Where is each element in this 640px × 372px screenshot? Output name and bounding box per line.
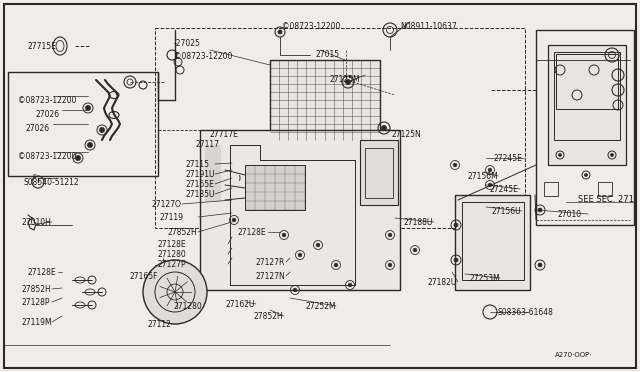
Text: 27127P: 27127P: [158, 260, 187, 269]
Bar: [205, 145, 220, 200]
Bar: [455, 195, 530, 290]
Bar: [155, 28, 525, 228]
Circle shape: [316, 243, 320, 247]
Bar: [598, 182, 612, 196]
Text: 27191U: 27191U: [185, 170, 214, 179]
Circle shape: [278, 30, 282, 34]
Text: 27128E: 27128E: [28, 268, 56, 277]
Circle shape: [293, 288, 297, 292]
Text: S08363-61648: S08363-61648: [498, 308, 554, 317]
Text: 27128E: 27128E: [238, 228, 267, 237]
Circle shape: [488, 183, 492, 187]
Text: 27127R: 27127R: [256, 258, 285, 267]
Bar: [155, 265, 180, 283]
Text: 27182U: 27182U: [428, 278, 458, 287]
Text: 271280: 271280: [158, 250, 187, 259]
Bar: [536, 30, 634, 225]
Text: ©08723-12200: ©08723-12200: [18, 96, 76, 105]
Circle shape: [76, 155, 81, 160]
Circle shape: [388, 263, 392, 267]
Text: 27010: 27010: [558, 210, 582, 219]
Text: 27156U: 27156U: [492, 207, 522, 216]
Bar: [462, 202, 524, 280]
Text: 27128E: 27128E: [158, 240, 187, 249]
Circle shape: [413, 248, 417, 252]
Bar: [556, 54, 618, 109]
Bar: [8, 72, 158, 176]
Text: 27127N: 27127N: [256, 272, 285, 281]
Text: 27117: 27117: [196, 140, 220, 149]
Polygon shape: [205, 145, 220, 200]
Text: 27852H: 27852H: [168, 228, 198, 237]
Text: 27119: 27119: [160, 213, 184, 222]
Text: 27128P: 27128P: [22, 298, 51, 307]
Circle shape: [348, 283, 352, 287]
Text: ©08723-12200: ©08723-12200: [174, 52, 232, 61]
Circle shape: [282, 233, 286, 237]
Bar: [365, 148, 393, 198]
Bar: [245, 165, 305, 210]
Circle shape: [88, 142, 93, 148]
Text: 27245E: 27245E: [494, 154, 523, 163]
Text: 27015: 27015: [316, 50, 340, 59]
Circle shape: [453, 163, 457, 167]
Circle shape: [454, 223, 458, 227]
Text: 27112: 27112: [148, 320, 172, 329]
Text: 27119M: 27119M: [22, 318, 52, 327]
Circle shape: [559, 154, 561, 157]
Circle shape: [334, 263, 338, 267]
Text: 27715E: 27715E: [28, 42, 57, 51]
Text: 27252M: 27252M: [306, 302, 337, 311]
Circle shape: [298, 253, 302, 257]
Text: 27717E: 27717E: [210, 130, 239, 139]
Circle shape: [232, 218, 236, 222]
Text: ©08723-12200: ©08723-12200: [18, 152, 76, 161]
Bar: [270, 60, 380, 140]
Text: N08911-10637: N08911-10637: [400, 22, 457, 31]
Circle shape: [346, 80, 351, 84]
Text: 27253M: 27253M: [470, 274, 500, 283]
Text: -27025: -27025: [174, 39, 201, 48]
Text: 27245E: 27245E: [490, 185, 519, 194]
Circle shape: [488, 168, 492, 172]
Circle shape: [584, 173, 588, 176]
Circle shape: [381, 125, 387, 131]
Text: 27852H: 27852H: [22, 285, 52, 294]
Text: 27115: 27115: [185, 160, 209, 169]
Circle shape: [388, 233, 392, 237]
Text: 27125M: 27125M: [330, 75, 360, 84]
Bar: [544, 182, 558, 196]
Text: 271280: 271280: [174, 302, 203, 311]
Text: 27165E: 27165E: [185, 180, 214, 189]
Bar: [548, 45, 626, 165]
Text: 27185U: 27185U: [185, 190, 214, 199]
Circle shape: [86, 106, 90, 110]
Circle shape: [99, 128, 104, 132]
Circle shape: [454, 258, 458, 262]
Bar: [554, 52, 620, 140]
Text: 27127O: 27127O: [152, 200, 182, 209]
Text: 27010H: 27010H: [22, 218, 52, 227]
Circle shape: [538, 208, 542, 212]
Text: A270·OOP·: A270·OOP·: [555, 352, 593, 358]
Text: 27125N: 27125N: [392, 130, 422, 139]
Text: 27162U: 27162U: [226, 300, 255, 309]
Bar: [360, 140, 398, 205]
Bar: [200, 130, 400, 290]
Circle shape: [611, 154, 614, 157]
Text: 27188U: 27188U: [404, 218, 433, 227]
Circle shape: [143, 260, 207, 324]
Text: 27852H: 27852H: [254, 312, 284, 321]
Text: SEE SEC. 271: SEE SEC. 271: [578, 195, 634, 204]
Text: 27156M: 27156M: [468, 172, 499, 181]
Text: 27026: 27026: [26, 124, 50, 133]
Text: S08540-51212: S08540-51212: [24, 178, 79, 187]
Circle shape: [538, 263, 542, 267]
Text: 27026: 27026: [35, 110, 59, 119]
Text: ©08723-12200: ©08723-12200: [282, 22, 340, 31]
Text: S: S: [33, 173, 37, 179]
Text: 27165F: 27165F: [130, 272, 159, 281]
